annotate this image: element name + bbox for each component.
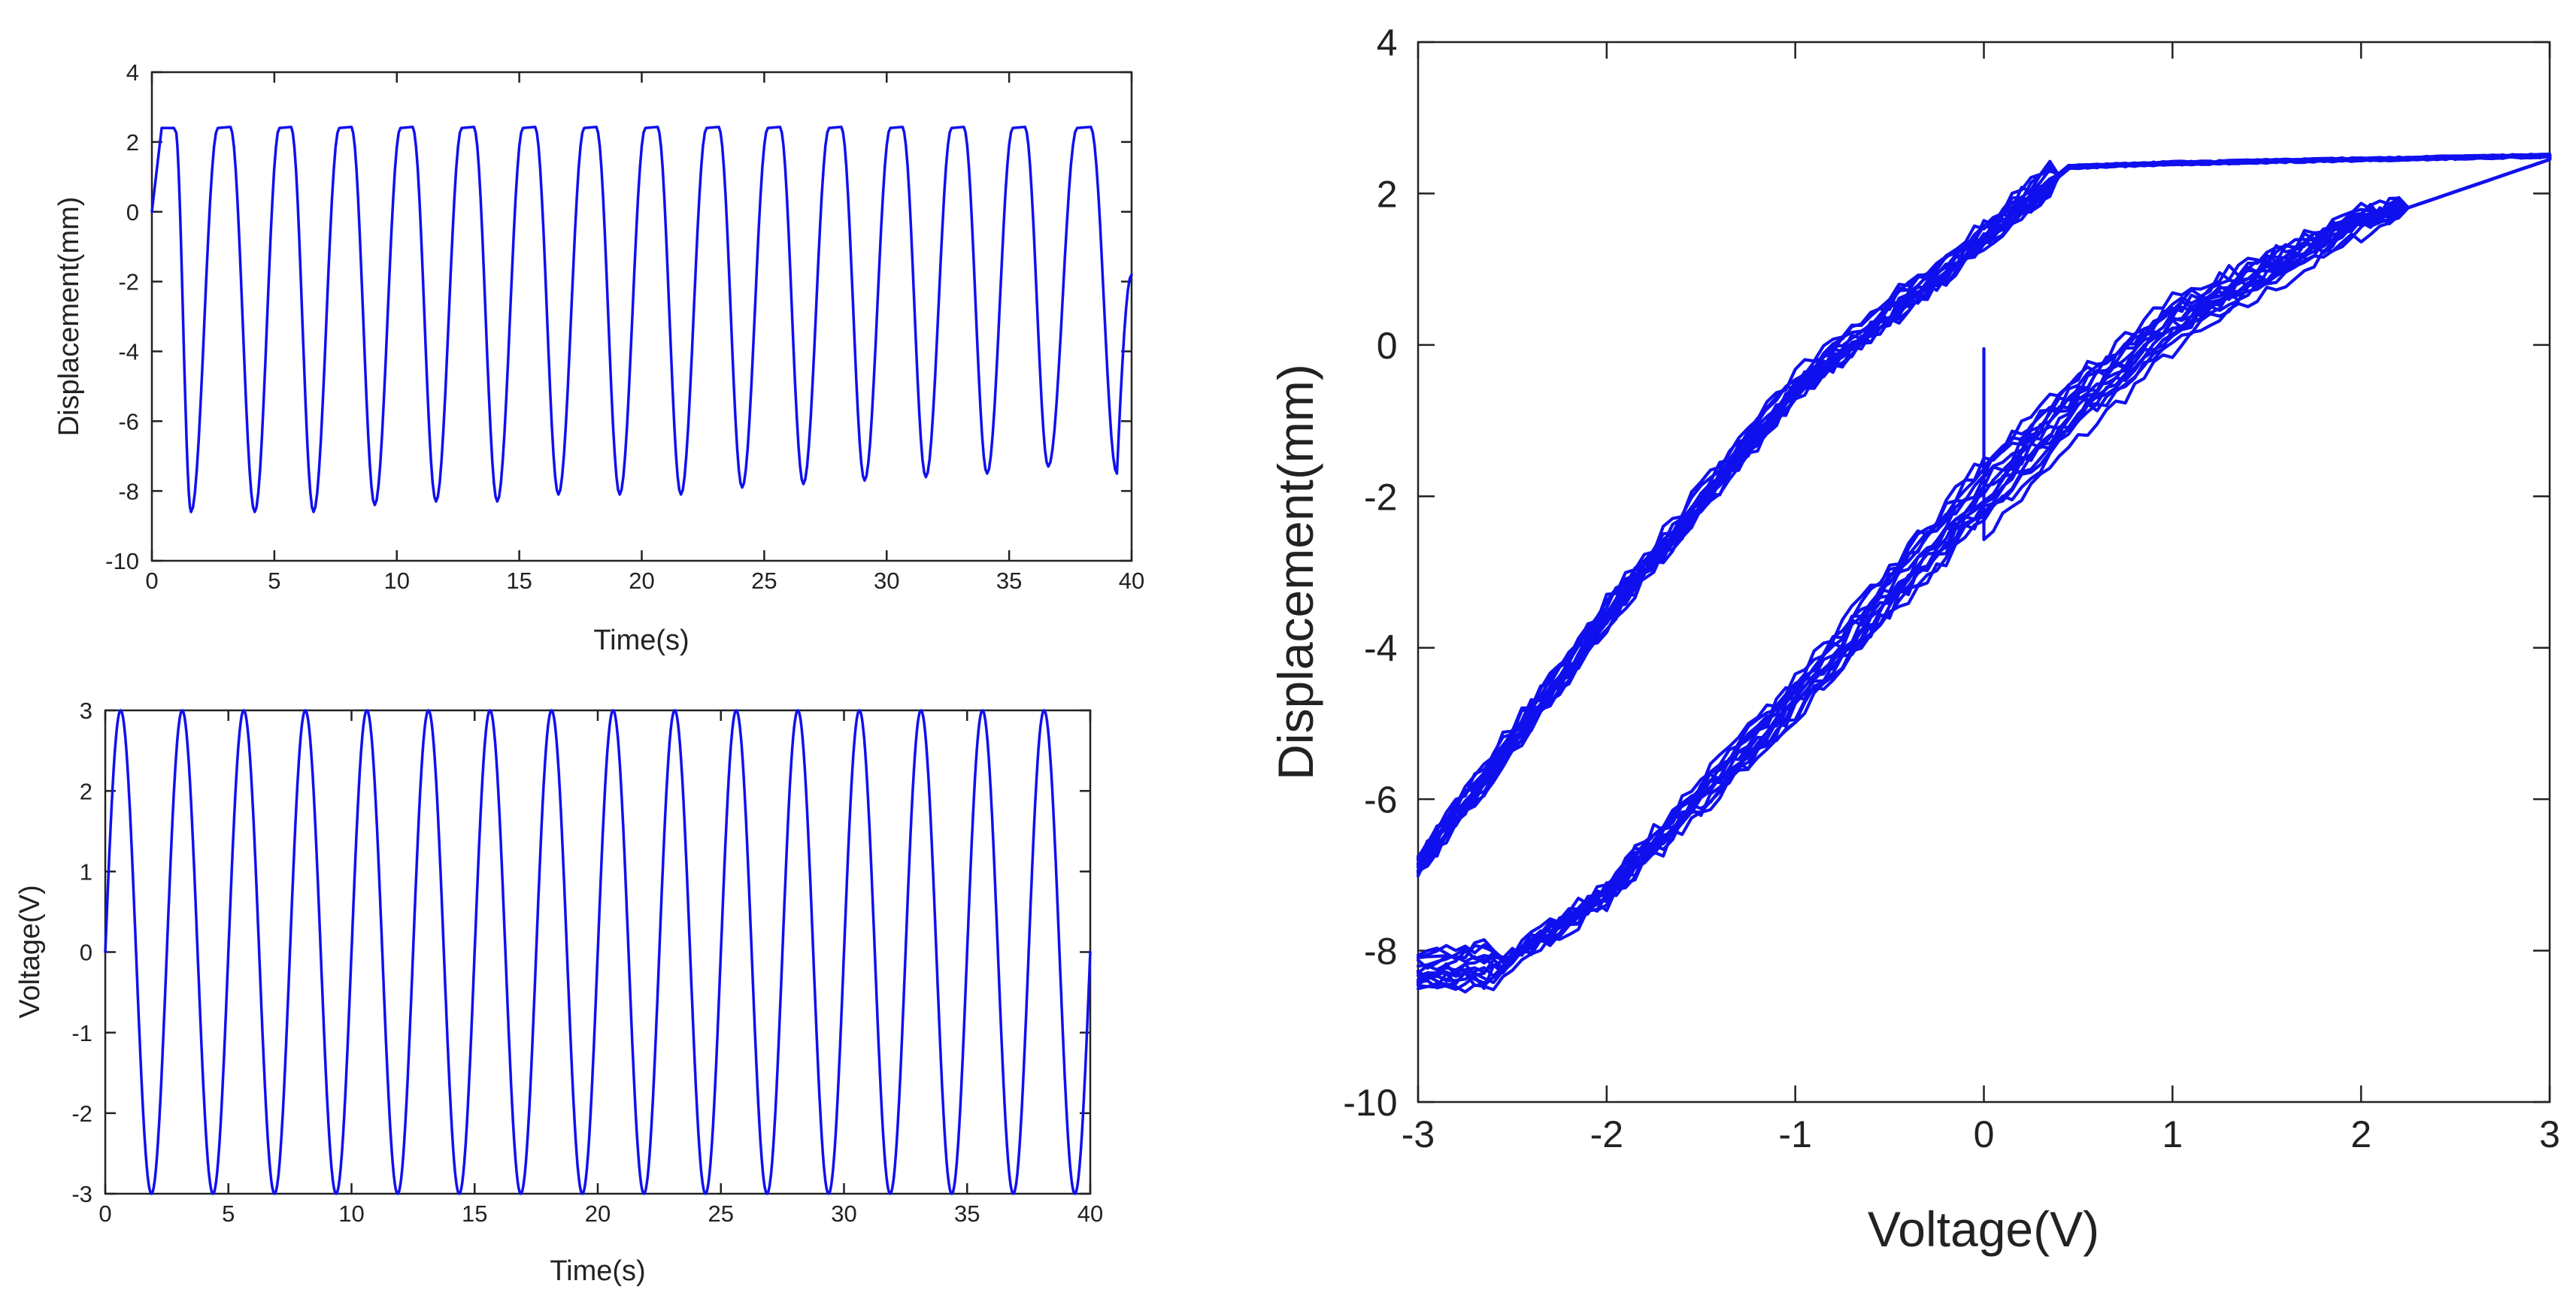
hysteresis-loop-line	[1416, 153, 2552, 986]
hysteresis-loop-line	[1416, 153, 2552, 978]
hysteresis-loop-line	[1416, 153, 2552, 983]
y-tick-label: -2	[118, 269, 139, 295]
hysteresis-loop-line	[1416, 153, 2552, 975]
x-axis-label: Time(s)	[593, 625, 689, 656]
y-axis-label: Displacement(mm)	[1268, 364, 1323, 780]
x-tick-label: 35	[996, 568, 1022, 594]
y-tick-label: -6	[118, 408, 139, 434]
hysteresis-loop-line	[1416, 153, 2552, 960]
y-axis: -10 -8 -6 -4 -2 0 2 4	[105, 59, 1132, 574]
y-tick-label: -4	[118, 339, 139, 365]
x-tick-label: 2	[2350, 1113, 2371, 1155]
hysteresis-loop-line	[1416, 154, 2552, 994]
x-tick-label: 40	[1077, 1200, 1103, 1227]
y-tick-label: 0	[126, 199, 139, 226]
x-tick-label: 30	[831, 1200, 856, 1227]
y-tick-label: 2	[80, 778, 92, 804]
x-tick-label: 0	[1974, 1113, 1995, 1155]
x-axis-label: Voltage(V)	[1868, 1201, 2099, 1257]
hysteresis-loop-line	[1416, 153, 2552, 982]
hysteresis-loop-line	[1416, 153, 2552, 991]
x-tick-label: 0	[145, 568, 158, 594]
x-tick-label: 35	[954, 1200, 980, 1227]
y-tick-label: 0	[1377, 325, 1398, 367]
hysteresis-loop-line	[1416, 153, 2552, 990]
hysteresis-loop-line	[1416, 153, 2552, 961]
y-tick-label: 1	[80, 858, 92, 885]
x-axis: 0 5 10 15 20 25 30 35 40	[145, 72, 1144, 594]
hysteresis-loop-line	[1416, 153, 2552, 964]
hysteresis-loop-line	[1416, 153, 2552, 982]
x-tick-label: 25	[708, 1200, 734, 1227]
x-tick-label: 40	[1119, 568, 1144, 594]
chart-voltage-time: 0 5 10 15 20 25 30 35 40 -3 -2 -1 0 1 2 3 Time(s) Volt…	[14, 698, 1103, 1287]
y-tick-label: -6	[1364, 779, 1397, 821]
x-tick-label: 5	[222, 1200, 235, 1227]
series-group	[104, 709, 1092, 1195]
y-tick-label: 4	[1377, 22, 1398, 64]
hysteresis-loop-line	[1416, 153, 2552, 970]
y-tick-label: -10	[105, 548, 139, 574]
y-tick-label: -1	[71, 1020, 92, 1046]
x-tick-label: 10	[384, 568, 410, 594]
y-tick-label: 4	[126, 59, 139, 86]
series-group	[1416, 153, 2552, 994]
x-tick-label: 15	[506, 568, 532, 594]
x-tick-label: 20	[629, 568, 654, 594]
x-tick-label: 3	[2539, 1113, 2560, 1155]
voltage-line	[104, 709, 1092, 1195]
y-tick-label: -8	[118, 478, 139, 504]
x-tick-label: 1	[2162, 1113, 2183, 1155]
x-tick-label: 20	[585, 1200, 611, 1227]
y-axis-label: Displacement(mm)	[53, 197, 85, 437]
x-tick-label: -1	[1778, 1113, 1811, 1155]
x-tick-label: 15	[462, 1200, 487, 1227]
x-tick-label: 30	[874, 568, 899, 594]
y-axis: -3 -2 -1 0 1 2 3	[71, 698, 1090, 1207]
series-group	[150, 126, 1133, 513]
x-axis: -3 -2 -1 0 1 2 3	[1402, 42, 2560, 1155]
displacement-line	[150, 126, 1133, 513]
x-axis-label: Time(s)	[550, 1255, 645, 1287]
y-axis-label: Voltage(V)	[14, 885, 46, 1018]
y-tick-label: 3	[80, 698, 92, 724]
y-tick-label: -10	[1343, 1082, 1397, 1124]
x-tick-label: -2	[1590, 1113, 1623, 1155]
y-tick-label: 0	[80, 940, 92, 966]
x-tick-label: 25	[751, 568, 777, 594]
x-axis: 0 5 10 15 20 25 30 35 40	[98, 710, 1103, 1227]
x-tick-label: 0	[98, 1200, 111, 1227]
y-tick-label: -4	[1364, 628, 1397, 670]
x-tick-label: -3	[1402, 1113, 1435, 1155]
y-axis: -10 -8 -6 -4 -2 0 2 4	[1343, 22, 2550, 1124]
y-tick-label: -8	[1364, 931, 1397, 973]
hysteresis-loop-line	[1416, 153, 2552, 968]
y-tick-label: -3	[71, 1181, 92, 1207]
x-tick-label: 10	[338, 1200, 364, 1227]
y-tick-label: -2	[71, 1101, 92, 1127]
y-tick-label: 2	[126, 129, 139, 156]
y-tick-label: -2	[1364, 476, 1397, 518]
y-tick-label: 2	[1377, 173, 1398, 215]
hysteresis-loop-line	[1416, 153, 2552, 992]
x-tick-label: 5	[268, 568, 280, 594]
